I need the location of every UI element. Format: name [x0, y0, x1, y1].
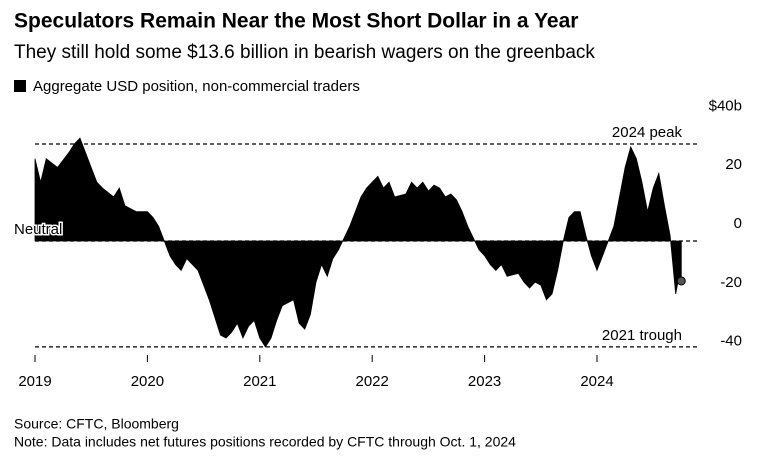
- x-tick-label: 2023: [468, 373, 501, 390]
- y-tick-label: -20: [720, 274, 742, 291]
- chart-subtitle: They still hold some $13.6 billion in be…: [14, 42, 595, 63]
- x-tick-label: 2022: [356, 373, 389, 390]
- legend-swatch: [14, 80, 26, 92]
- source: Source: CFTC, Bloomberg: [14, 416, 179, 432]
- y-tick-label: -40: [720, 333, 742, 350]
- x-tick-label: 2024: [580, 373, 613, 390]
- y-tick-label: $40b: [709, 97, 742, 114]
- annotation: 2024 peak: [612, 124, 683, 141]
- annotation: Neutral: [14, 221, 62, 238]
- x-tick-label: 2021: [243, 373, 276, 390]
- chart-title: Speculators Remain Near the Most Short D…: [14, 10, 578, 33]
- note: Note: Data includes net futures position…: [14, 434, 516, 450]
- y-tick-label: 20: [725, 156, 742, 173]
- x-tick-label: 2019: [18, 373, 51, 390]
- x-tick-label: 2020: [131, 373, 164, 390]
- area: [34, 137, 682, 348]
- legend-label: Aggregate USD position, non-commercial t…: [33, 78, 360, 95]
- annotation: 2021 trough: [602, 327, 682, 344]
- last-point: [676, 276, 686, 286]
- y-tick-label: 0: [734, 215, 742, 232]
